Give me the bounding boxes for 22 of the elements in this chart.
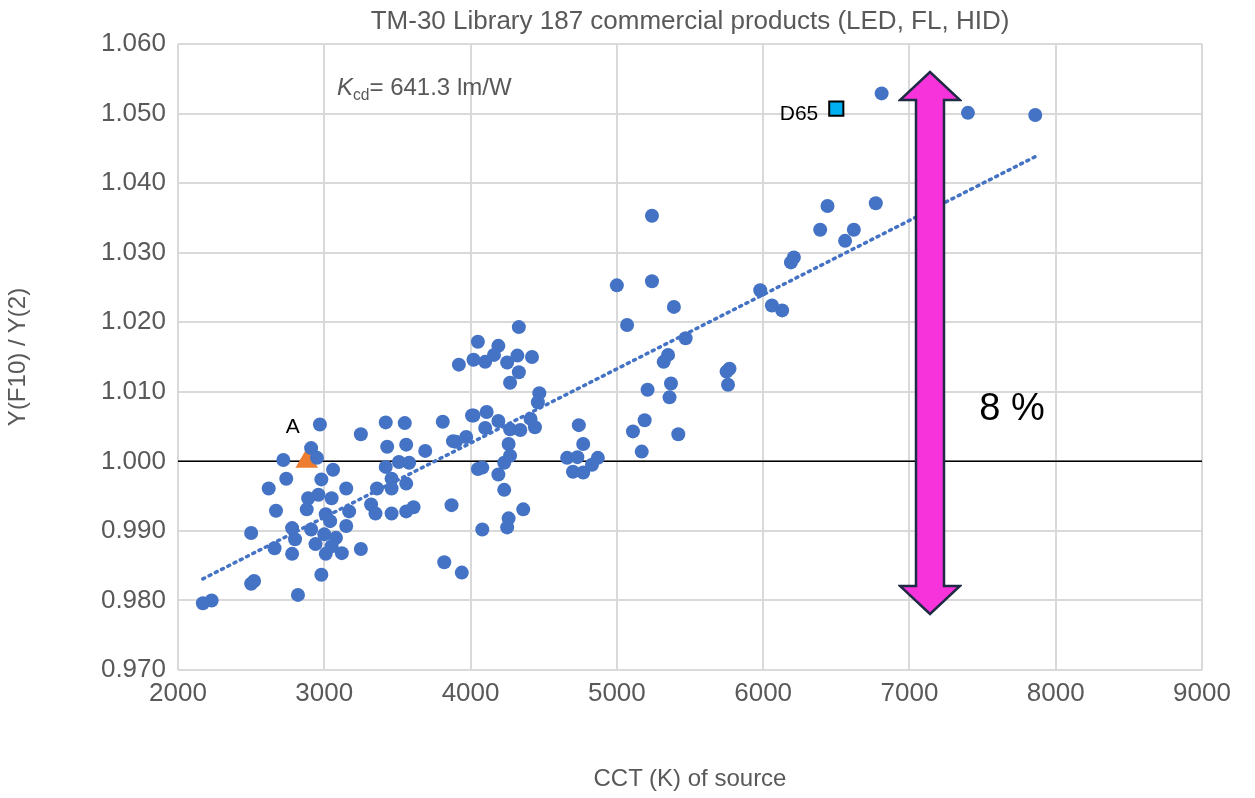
x-axis-title: CCT (K) of source — [593, 764, 787, 792]
y-tick-label: 1.020 — [100, 305, 166, 336]
x-tick-label: 3000 — [295, 676, 354, 707]
x-tick-label: 8000 — [1026, 676, 1085, 707]
x-tick-label: 5000 — [587, 676, 646, 707]
y-tick-label: 1.000 — [100, 444, 166, 475]
y-tick-label: 1.060 — [100, 27, 166, 58]
y-tick-label: 1.010 — [100, 374, 166, 405]
y-tick-label: 0.980 — [100, 583, 166, 614]
series-label: A — [285, 414, 300, 438]
chart-title: TM-30 Library 187 commercial products (LED, FL, HID) — [370, 5, 1010, 36]
y-tick-label: 0.990 — [100, 514, 166, 545]
y-tick-label: 1.050 — [100, 96, 166, 127]
x-tick-label: 9000 — [1173, 676, 1231, 707]
x-tick-label: 7000 — [880, 676, 939, 707]
x-tick-label: 4000 — [441, 676, 500, 707]
series-label: D65 — [779, 101, 819, 125]
y-tick-label: 1.040 — [100, 166, 166, 197]
y-axis-title: Y(F10) / Y(2) — [3, 287, 31, 427]
y-tick-label: 1.030 — [100, 235, 166, 266]
annotation: 8 % — [979, 386, 1045, 429]
x-tick-label: 6000 — [734, 676, 793, 707]
